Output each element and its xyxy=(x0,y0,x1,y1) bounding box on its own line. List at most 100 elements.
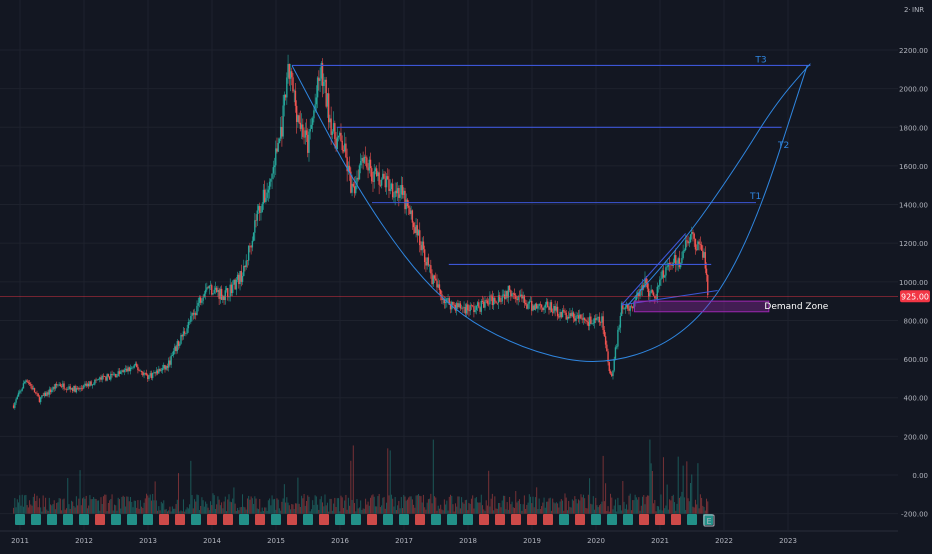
volume-bar xyxy=(548,498,550,514)
candle-body xyxy=(227,288,229,297)
candle-body xyxy=(288,63,290,79)
candle-body xyxy=(261,203,263,213)
candle-body xyxy=(531,300,533,311)
candle-body xyxy=(630,305,633,307)
candle-body xyxy=(529,300,532,302)
volume-bar xyxy=(404,496,406,514)
candle-body xyxy=(79,387,81,390)
volume-bar xyxy=(667,509,669,514)
volume-bar xyxy=(164,509,166,514)
candle-body xyxy=(183,331,186,334)
candle-body xyxy=(609,371,612,374)
demand-zone-box[interactable] xyxy=(633,300,770,313)
volume-bar xyxy=(227,499,229,514)
candle-body xyxy=(357,177,359,180)
candle-body xyxy=(94,379,96,385)
price-tick-label: -200.00 xyxy=(901,511,928,519)
candle-body xyxy=(588,316,591,327)
candle-body xyxy=(608,362,610,372)
candle-body xyxy=(59,384,62,387)
candle-body xyxy=(480,300,482,312)
volume-bar xyxy=(306,500,308,514)
earnings-badge xyxy=(543,514,553,525)
candle-body xyxy=(513,293,516,296)
candle-body xyxy=(44,392,47,397)
volume-bar xyxy=(224,496,226,514)
volume-bar xyxy=(486,505,488,514)
candle-body xyxy=(524,303,527,305)
candle-body xyxy=(420,245,422,251)
volume-bar xyxy=(698,508,700,514)
volume-bar xyxy=(410,496,412,514)
candle-body xyxy=(135,363,138,367)
time-tick-label: 2017 xyxy=(395,537,413,545)
volume-bar xyxy=(571,499,573,514)
candle-body xyxy=(48,389,50,395)
candle-body xyxy=(249,245,251,247)
volume-bar xyxy=(462,502,464,514)
candle-body xyxy=(656,286,658,299)
candle-body xyxy=(158,368,160,374)
volume-bar xyxy=(259,499,261,514)
candle-body xyxy=(631,306,634,309)
candle-body xyxy=(256,210,258,221)
candle-body xyxy=(416,225,418,236)
earnings-badge xyxy=(175,514,185,525)
candle-body xyxy=(548,307,550,310)
volume-bar xyxy=(422,494,424,514)
volume-bar xyxy=(221,502,223,514)
volume-bar xyxy=(606,510,608,514)
volume-bar xyxy=(627,509,629,514)
volume-bar xyxy=(644,504,646,514)
volume-bar xyxy=(24,495,26,514)
candle-body xyxy=(321,63,324,86)
candle-body xyxy=(325,79,327,107)
candle-body xyxy=(278,138,281,143)
price-axis[interactable]: 2200.00 2000.00 1800.00 1600.00 1400.00 1200.… xyxy=(899,47,928,519)
candle-body xyxy=(474,309,476,313)
candle-body xyxy=(512,293,514,295)
candle-body xyxy=(106,374,108,381)
candle-body xyxy=(393,197,395,198)
volume-bar xyxy=(64,509,66,514)
earnings-marker xyxy=(207,514,217,525)
volume-bar xyxy=(505,509,507,514)
volume-bar xyxy=(676,503,678,514)
candle-body xyxy=(595,318,597,320)
candle-body xyxy=(351,183,353,193)
earnings-badge xyxy=(527,514,537,525)
volume-bar xyxy=(152,493,154,514)
volume-bar xyxy=(694,499,696,514)
volume-bar xyxy=(653,503,655,514)
candle-body xyxy=(218,290,220,299)
candle-body xyxy=(415,225,417,234)
candle-body xyxy=(661,270,663,279)
volume-bar xyxy=(91,499,93,514)
candle-body xyxy=(475,306,478,310)
volume-bar xyxy=(329,498,331,514)
volume-bar xyxy=(522,504,524,514)
candle-body xyxy=(96,379,98,381)
volume-bar xyxy=(94,498,96,514)
volume-bar xyxy=(686,461,688,514)
candle-body xyxy=(448,298,450,305)
volume-bar xyxy=(534,497,536,514)
candle-body xyxy=(539,304,542,305)
events-marker[interactable] xyxy=(703,514,715,527)
earnings-badge xyxy=(303,514,313,525)
volume-bar xyxy=(290,509,292,514)
volume-bar xyxy=(233,487,235,514)
candle-body xyxy=(291,71,293,78)
candle-body xyxy=(699,243,702,245)
volume-bar xyxy=(436,510,438,514)
candle-body xyxy=(628,308,630,311)
volume-bar xyxy=(27,507,29,514)
time-axis[interactable]: 2011 2012 2013 2014 2015 2016 2017 2018 2019 2020… xyxy=(11,537,797,545)
earnings-marker xyxy=(543,514,553,525)
candle-body xyxy=(252,232,255,241)
volume-bar xyxy=(576,503,578,514)
candle-body xyxy=(378,172,380,185)
volume-bar xyxy=(640,505,642,514)
